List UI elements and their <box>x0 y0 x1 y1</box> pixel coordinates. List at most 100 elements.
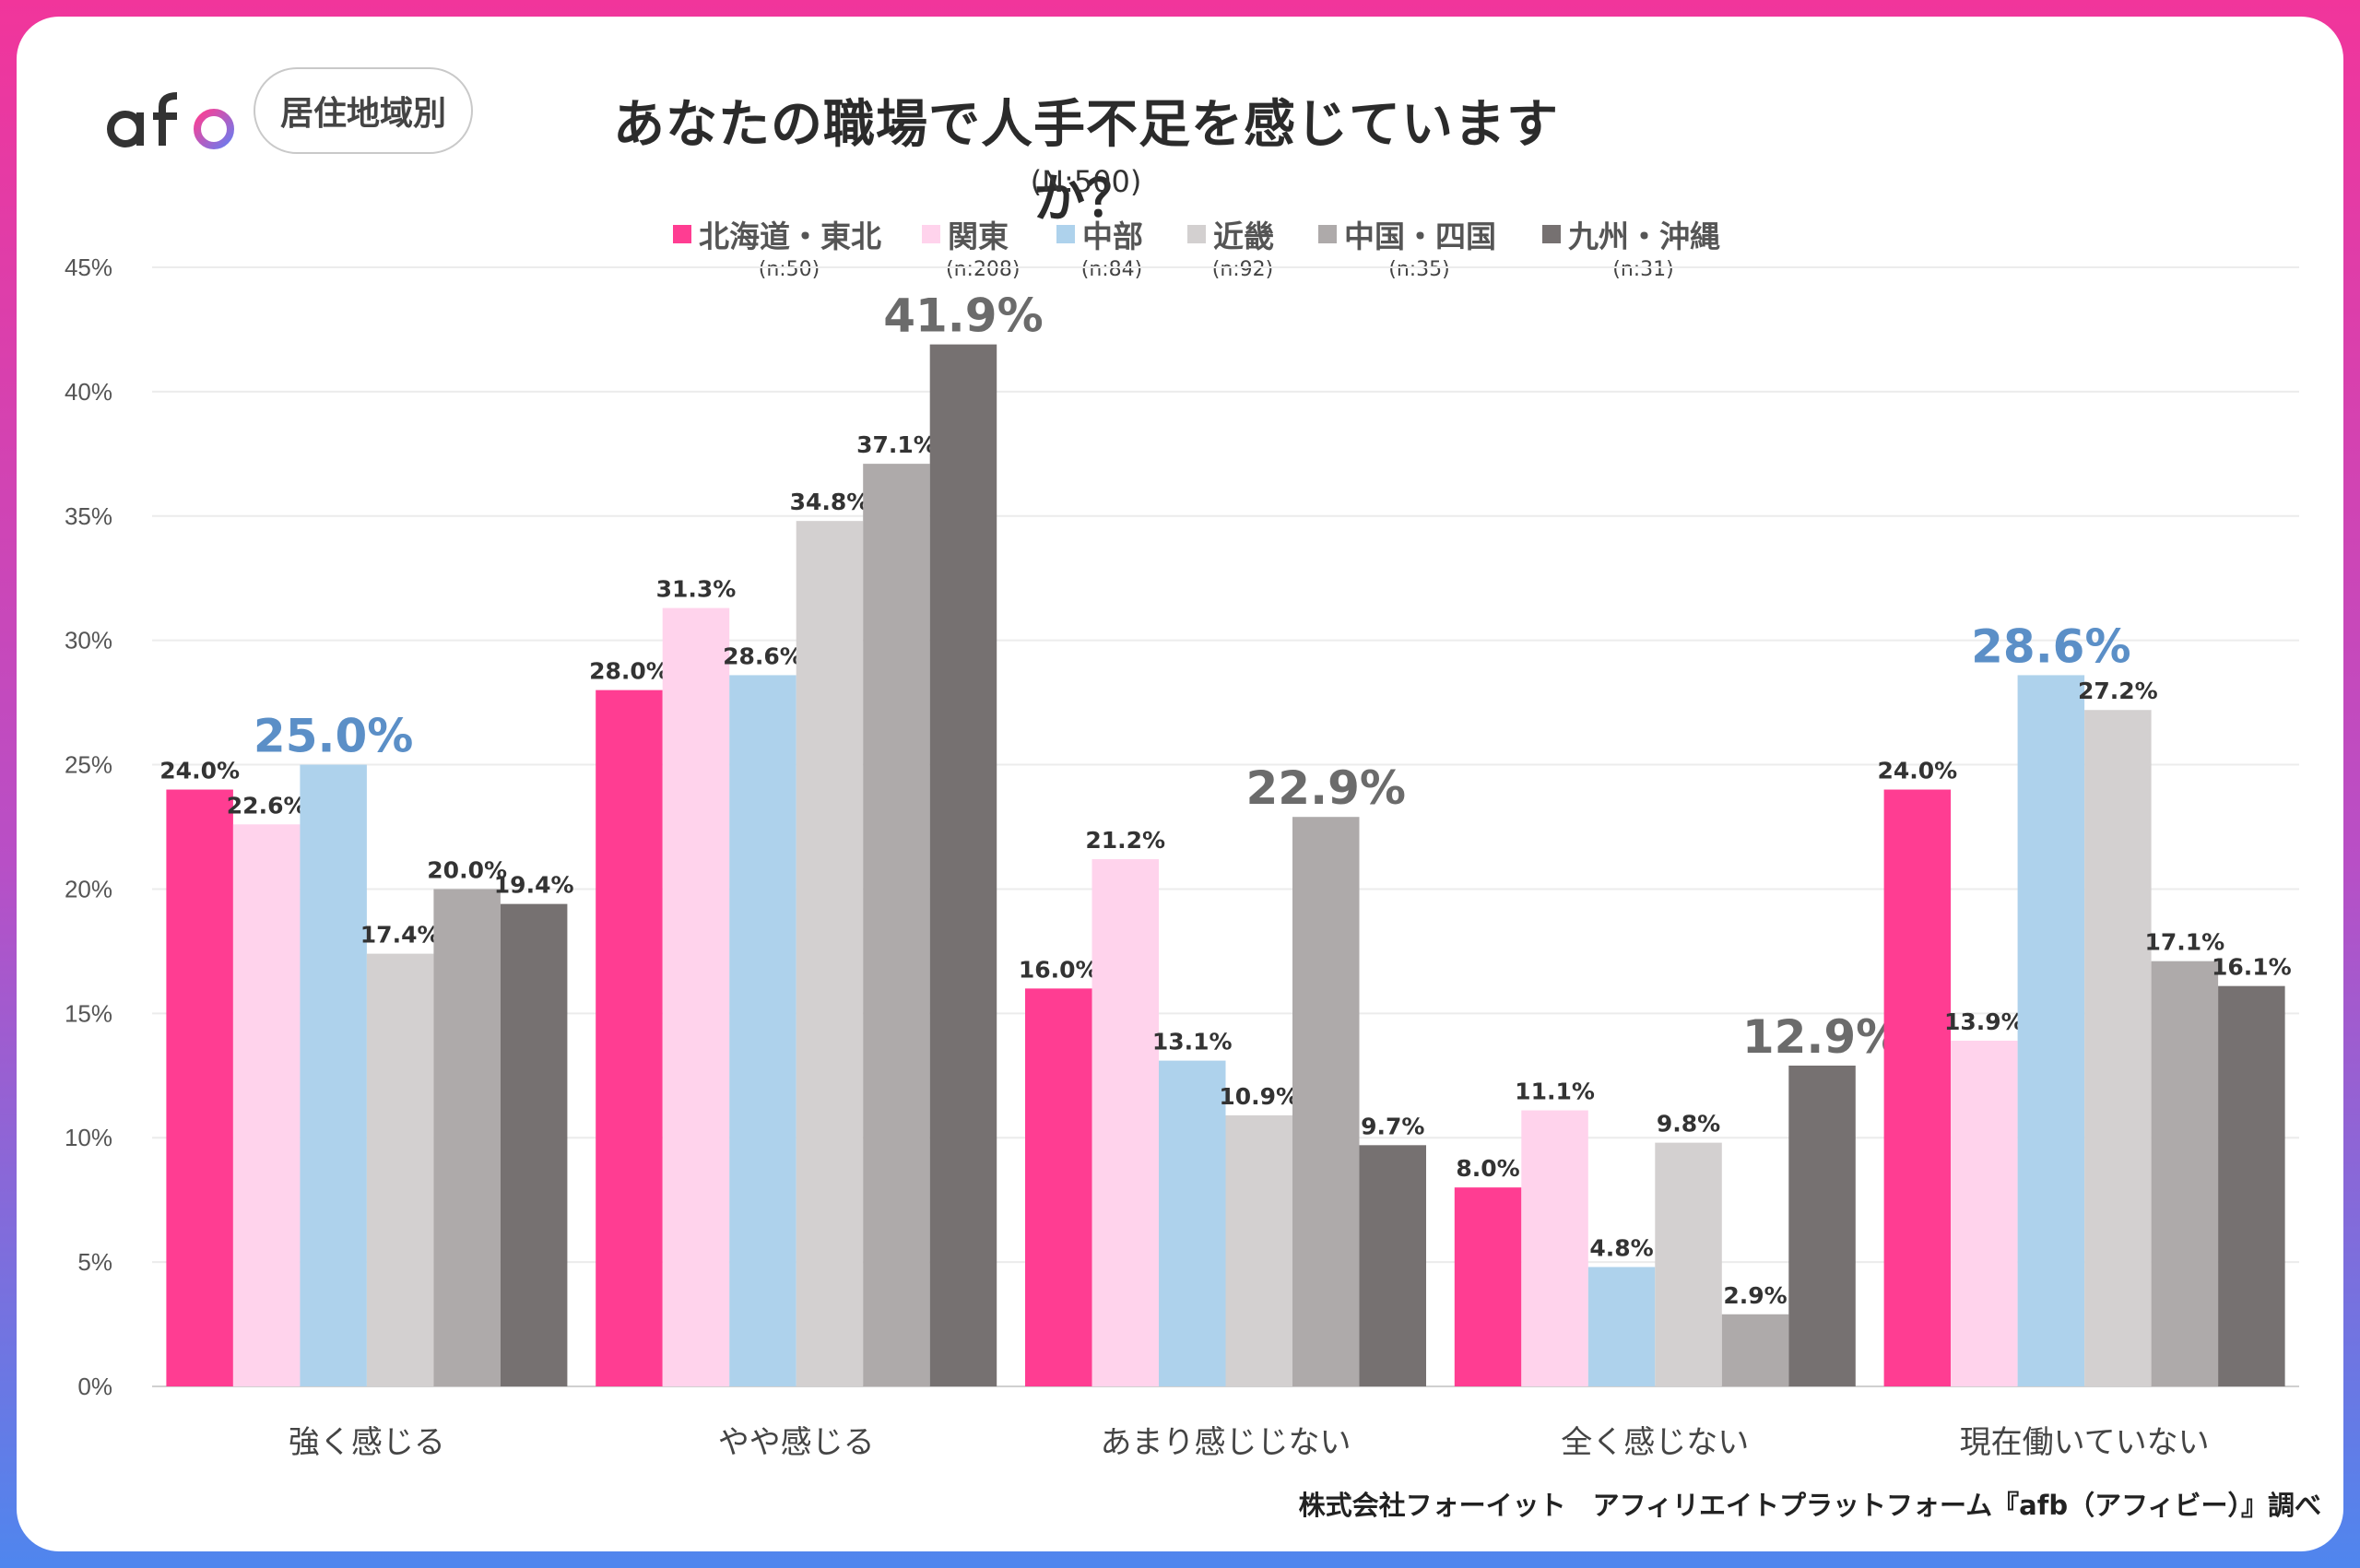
bar <box>729 675 796 1386</box>
legend-swatch <box>1318 225 1337 243</box>
bar <box>166 789 233 1386</box>
bar <box>1359 1145 1426 1386</box>
x-category-label: 強く感じる <box>289 1424 445 1461</box>
bar-value-label: 8.0% <box>1456 1155 1519 1182</box>
bar-value-label: 2.9% <box>1723 1282 1787 1309</box>
bar-value-label: 4.8% <box>1589 1235 1653 1262</box>
highlight-value-label: 28.6% <box>1971 619 2130 673</box>
highlight-value-label: 22.9% <box>1246 761 1406 815</box>
source-credit: 株式会社フォーイット アフィリエイトプラットフォーム『afb（アフィビー）』調べ <box>1298 1490 2321 1521</box>
bar-value-label: 28.0% <box>589 658 669 685</box>
bar <box>232 824 301 1386</box>
bar-value-label: 9.7% <box>1361 1113 1424 1139</box>
bar-value-label: 13.1% <box>1152 1029 1233 1055</box>
bar-value-label: 11.1% <box>1515 1079 1595 1105</box>
x-category-label: 現在働いていない <box>1960 1424 2210 1461</box>
y-tick-label: 45% <box>65 253 112 281</box>
bar <box>433 889 501 1386</box>
bar <box>1292 817 1360 1386</box>
y-tick-label: 10% <box>65 1124 112 1151</box>
bar <box>300 764 367 1386</box>
bar-value-label: 16.0% <box>1019 956 1099 983</box>
bar-value-label: 17.1% <box>2144 929 2224 956</box>
highlight-value-label: 25.0% <box>254 710 413 763</box>
legend-item-kanto: 関東 (n:208) <box>922 212 1021 286</box>
bar <box>1788 1065 1856 1386</box>
bar-value-label: 16.1% <box>2212 954 2292 981</box>
legend-label: 九州・沖縄 <box>1568 218 1720 254</box>
bar <box>796 521 864 1386</box>
legend-swatch <box>1056 225 1075 243</box>
bar <box>500 903 568 1386</box>
legend-label: 中部 <box>1082 218 1143 254</box>
legend-label: 近畿 <box>1213 218 1274 254</box>
bar <box>2218 985 2285 1386</box>
highlight-value-label: 41.9% <box>883 289 1043 343</box>
legend-item-chugoku-shikoku: 中国・四国 (n:35) <box>1318 212 1496 286</box>
x-category-label: 全く感じない <box>1561 1424 1749 1461</box>
legend-sample-size: (n:35) <box>1388 258 1450 281</box>
bar <box>1225 1114 1292 1386</box>
y-tick-label: 25% <box>65 751 112 779</box>
y-tick-label: 20% <box>65 875 112 902</box>
bar <box>1025 988 1092 1386</box>
legend-sample-size: (n:50) <box>758 258 820 281</box>
bar <box>1721 1314 1789 1386</box>
chart-subtitle: (N:500) <box>1030 164 1142 199</box>
bar <box>1454 1187 1522 1386</box>
bar <box>662 607 730 1386</box>
bar-value-label: 34.8% <box>790 489 870 515</box>
y-tick-label: 40% <box>65 378 112 406</box>
bar-value-label: 13.9% <box>1944 1008 2024 1035</box>
y-tick-label: 15% <box>65 999 112 1027</box>
legend-swatch <box>922 225 940 243</box>
bar <box>2084 710 2152 1386</box>
legend-sample-size: (n:92) <box>1211 258 1274 281</box>
chart-card: 居住地域別 あなたの職場で人手不足を感じていますか？ (N:500) 北海道・東… <box>17 17 2343 1551</box>
bar <box>929 344 997 1386</box>
bar <box>1092 859 1159 1386</box>
bar <box>1951 1041 2018 1386</box>
bar-value-label: 28.6% <box>723 643 803 669</box>
legend-label: 北海道・東北 <box>699 218 881 254</box>
segment-badge: 居住地域別 <box>254 67 473 154</box>
legend-sample-size: (n:84) <box>1080 258 1143 281</box>
bar-value-label: 9.8% <box>1657 1111 1720 1138</box>
legend-swatch <box>673 225 691 243</box>
legend-sample-size: (n:31) <box>1612 258 1674 281</box>
bar <box>1521 1110 1588 1386</box>
bar-value-label: 21.2% <box>1085 827 1165 854</box>
bar-value-label: 17.4% <box>360 922 441 949</box>
bar <box>2017 675 2085 1386</box>
chart-title: あなたの職場で人手不足を感じていますか？ <box>613 95 1559 230</box>
bar <box>1587 1267 1656 1386</box>
legend-item-hokkaido-tohoku: 北海道・東北 (n:50) <box>673 212 881 286</box>
x-category-label: あまり感じじない <box>1101 1424 1351 1461</box>
bar-value-label: 24.0% <box>1877 758 1957 784</box>
chart-legend: 北海道・東北 (n:50) 関東 (n:208) 中部 (n:84) 近畿 (n… <box>662 212 1768 286</box>
bar <box>596 690 663 1386</box>
bar-value-label: 19.4% <box>494 872 574 899</box>
legend-item-kinki: 近畿 (n:92) <box>1187 212 1274 286</box>
bar-value-label: 27.2% <box>2078 678 2158 704</box>
legend-item-kyushu-okinawa: 九州・沖縄 (n:31) <box>1542 212 1720 286</box>
bar-value-label: 20.0% <box>427 856 507 883</box>
legend-swatch <box>1187 225 1206 243</box>
bar-value-label: 37.1% <box>856 431 937 458</box>
y-tick-label: 30% <box>65 627 112 654</box>
x-category-label: やや感じる <box>718 1424 875 1461</box>
y-tick-label: 35% <box>65 502 112 530</box>
afb-logo <box>107 92 234 149</box>
bar <box>1883 789 1952 1386</box>
y-tick-label: 0% <box>77 1373 112 1400</box>
legend-label: 関東 <box>948 218 1009 254</box>
legend-sample-size: (n:208) <box>946 258 1021 281</box>
bar-value-label: 10.9% <box>1219 1083 1299 1110</box>
bar <box>863 464 930 1386</box>
bar <box>1159 1060 1226 1386</box>
y-tick-label: 5% <box>77 1248 112 1276</box>
bar-value-label: 24.0% <box>159 758 240 784</box>
legend-item-chubu: 中部 (n:84) <box>1056 212 1143 286</box>
highlight-value-label: 12.9% <box>1742 1010 1902 1064</box>
legend-swatch <box>1542 225 1561 243</box>
